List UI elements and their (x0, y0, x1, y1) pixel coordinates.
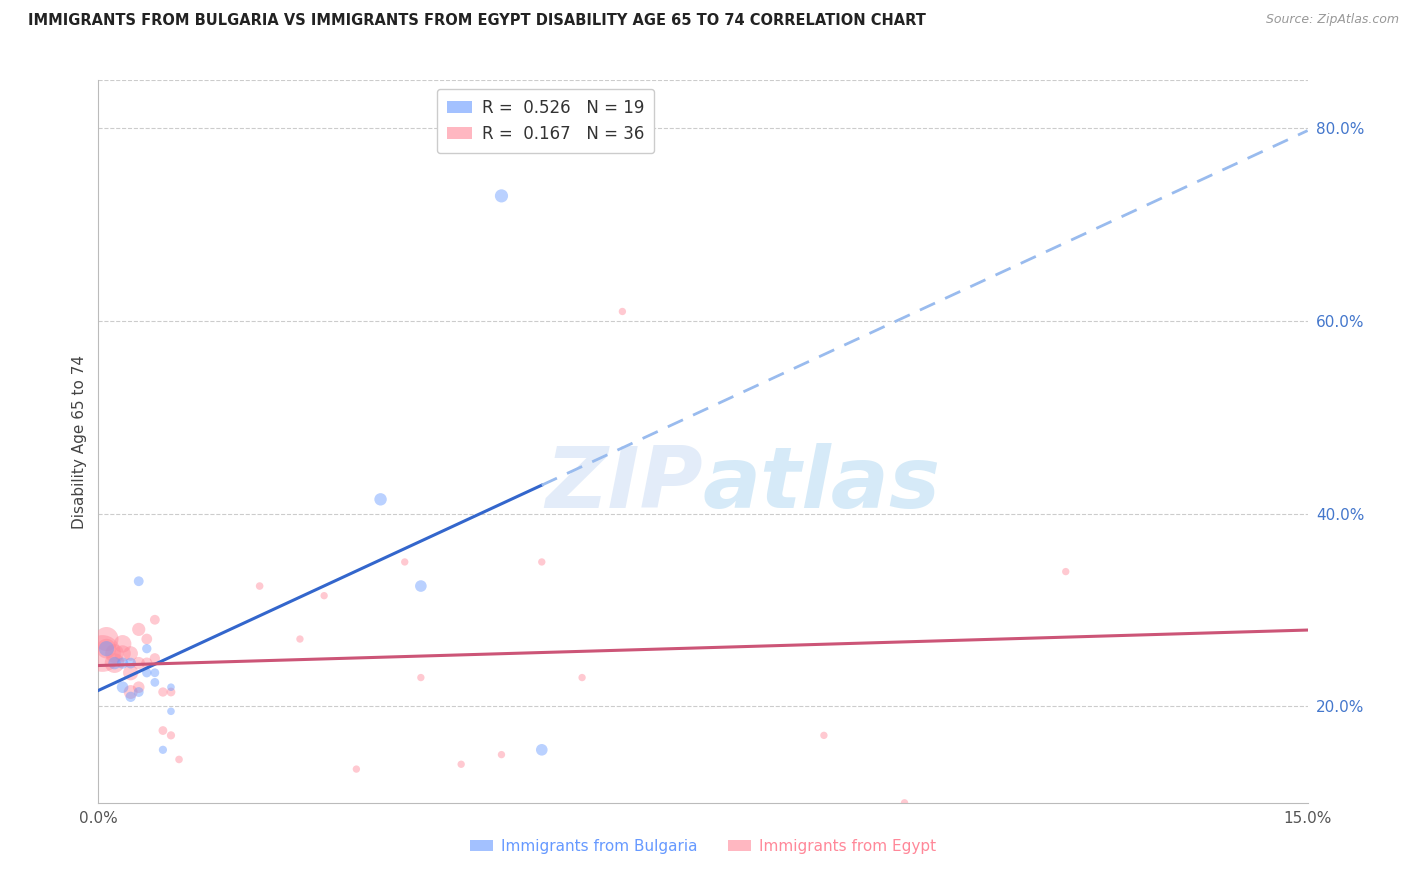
Point (143, 675, 166, 690)
Point (813, 728, 835, 742)
Point (491, 747, 513, 762)
Point (314, 589, 336, 603)
Point (612, 304, 634, 318)
Point (409, 671, 432, 685)
Point (893, 796, 915, 810)
Point (160, 680, 183, 694)
Point (128, 623, 150, 637)
Point (128, 680, 150, 694)
Text: IMMIGRANTS FROM BULGARIA VS IMMIGRANTS FROM EGYPT DISABILITY AGE 65 TO 74 CORREL: IMMIGRANTS FROM BULGARIA VS IMMIGRANTS F… (28, 13, 927, 29)
Point (135, 632, 157, 646)
Point (120, 647, 142, 661)
Point (143, 665, 166, 680)
Y-axis label: Disability Age 65 to 74: Disability Age 65 to 74 (72, 354, 87, 529)
Point (160, 685, 183, 699)
Point (409, 579, 432, 593)
Point (370, 492, 392, 507)
Point (103, 647, 125, 661)
Point (111, 680, 134, 694)
Point (152, 743, 174, 757)
Point (1054, 565, 1077, 579)
Point (120, 665, 142, 680)
Point (491, 189, 513, 203)
Text: Source: ZipAtlas.com: Source: ZipAtlas.com (1265, 13, 1399, 27)
Legend: Immigrants from Bulgaria, Immigrants from Egypt: Immigrants from Bulgaria, Immigrants fro… (464, 833, 942, 860)
Point (167, 752, 190, 766)
Point (249, 579, 271, 593)
Point (143, 613, 166, 627)
Point (111, 656, 134, 670)
Point (128, 574, 150, 589)
Point (120, 685, 142, 699)
Point (120, 690, 142, 704)
Point (530, 743, 553, 757)
Point (152, 723, 174, 738)
Point (135, 665, 157, 680)
Point (128, 685, 150, 699)
Point (120, 656, 142, 670)
Point (160, 728, 183, 742)
Point (152, 685, 174, 699)
Point (103, 656, 125, 670)
Point (91, 647, 114, 661)
Point (111, 647, 134, 661)
Point (143, 651, 166, 665)
Point (450, 757, 472, 772)
Point (135, 656, 157, 670)
Point (394, 555, 416, 569)
Point (160, 704, 183, 718)
Point (530, 555, 553, 569)
Point (571, 671, 593, 685)
Point (128, 656, 150, 670)
Point (344, 762, 367, 776)
Point (135, 641, 157, 656)
Point (96, 641, 118, 656)
Point (103, 656, 125, 670)
Point (96, 632, 118, 646)
Point (111, 637, 134, 651)
Point (288, 632, 311, 646)
Text: ZIP: ZIP (546, 443, 703, 526)
Point (96, 641, 118, 656)
Text: atlas: atlas (703, 443, 941, 526)
